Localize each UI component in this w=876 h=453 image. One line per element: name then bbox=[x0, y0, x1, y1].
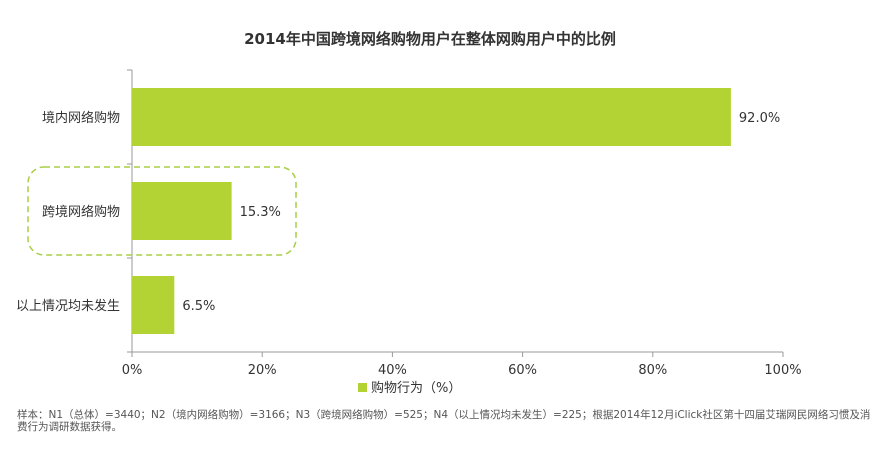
x-tick-label: 100% bbox=[764, 363, 801, 378]
legend-label: 购物行为（%） bbox=[371, 380, 461, 396]
x-tick-label: 40% bbox=[378, 363, 407, 378]
data-label: 92.0% bbox=[739, 111, 780, 126]
bar bbox=[132, 276, 175, 334]
x-tick-label: 80% bbox=[638, 363, 667, 378]
category-label: 跨境网络购物 bbox=[42, 204, 120, 220]
plot-area: 0% 20% 40% 60% 80% 100% 境内网络购物 92.0% 跨境网络购物 15.3%… bbox=[16, 69, 802, 378]
category-label: 以上情况均未发生 bbox=[16, 298, 120, 314]
data-label: 15.3% bbox=[240, 205, 281, 220]
bar bbox=[132, 88, 731, 146]
footnote: 样本：N1（总体）=3440；N2（境内网络购物）=3166；N3（跨境网络购物… bbox=[17, 409, 871, 433]
data-label: 6.5% bbox=[182, 299, 215, 314]
chart: 2014年中国跨境网络购物用户在整体网购用户中的比例 0% 20% 40% 60% 80… bbox=[16, 30, 802, 396]
x-tick-label: 20% bbox=[248, 363, 277, 378]
x-tick-label: 0% bbox=[122, 363, 143, 378]
highlight-box bbox=[27, 166, 297, 256]
legend-swatch bbox=[358, 383, 367, 392]
x-tick-label: 60% bbox=[508, 363, 537, 378]
legend: 购物行为（%） bbox=[358, 380, 461, 396]
chart-title: 2014年中国跨境网络购物用户在整体网购用户中的比例 bbox=[244, 30, 616, 48]
bar bbox=[132, 182, 232, 240]
category-label: 境内网络购物 bbox=[42, 110, 120, 126]
